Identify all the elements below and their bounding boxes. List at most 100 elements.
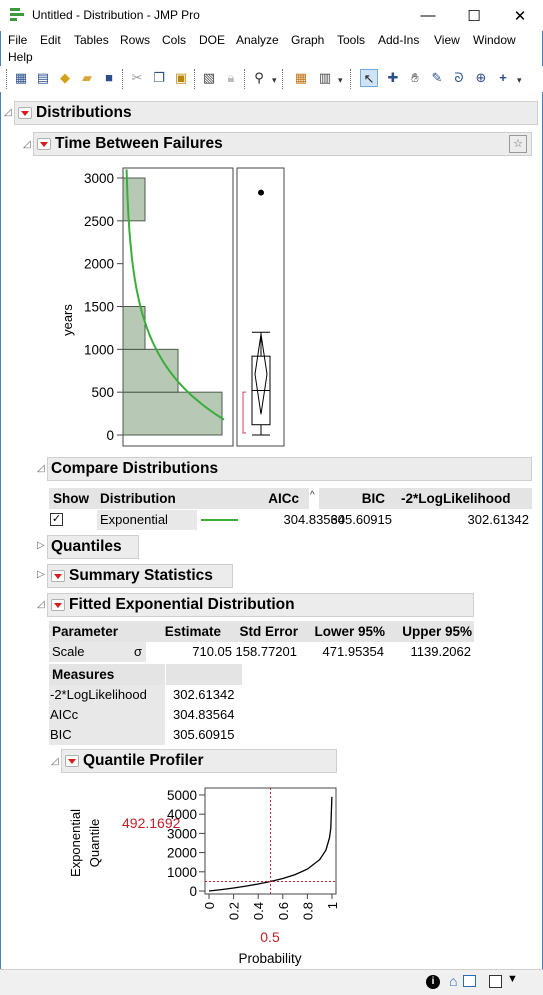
arrow-tool-icon[interactable]: ↖ bbox=[360, 69, 378, 87]
histogram-bar bbox=[122, 391, 223, 436]
disclosure-icon[interactable]: ◿ bbox=[37, 463, 45, 474]
col-header-show[interactable]: Show bbox=[49, 488, 97, 509]
paste-icon[interactable]: ▣ bbox=[174, 70, 188, 85]
profiler-ylabel-2: Quantile bbox=[87, 819, 102, 867]
brush-tool-icon[interactable]: ✎ bbox=[431, 70, 443, 85]
lasso-tool-icon[interactable]: ᘐ bbox=[454, 70, 464, 85]
summary-header[interactable]: Summary Statistics bbox=[47, 564, 233, 588]
toolbar-separator bbox=[244, 69, 246, 89]
sort-ascending-icon[interactable]: ^ bbox=[310, 490, 315, 501]
disclosure-icon[interactable]: ◿ bbox=[37, 599, 45, 610]
col-header-loglik[interactable]: -2*LogLikelihood bbox=[395, 488, 532, 509]
disclosure-icon[interactable]: ◿ bbox=[51, 756, 59, 767]
col-header-std-error[interactable]: Std Error bbox=[223, 621, 300, 642]
profiler-current-x[interactable]: 0.5 bbox=[260, 929, 280, 945]
save-icon[interactable]: ■ bbox=[105, 70, 113, 85]
profiler-current-y[interactable]: 492.1692 bbox=[122, 815, 181, 831]
data-table-icon[interactable]: ▦ bbox=[294, 70, 308, 85]
col-header-estimate[interactable]: Estimate bbox=[146, 621, 223, 642]
quantile-profiler-plot: Exponential Quantile 492.1692 5000 4000 30… bbox=[68, 787, 340, 966]
toolbar-separator bbox=[282, 69, 284, 89]
disclosure-icon[interactable]: ◿ bbox=[4, 107, 12, 118]
new-script-icon[interactable]: ▤ bbox=[36, 70, 50, 85]
profiler-x-tick-label: 0.8 bbox=[300, 902, 315, 920]
lock-icon[interactable]: 🔒︎ bbox=[227, 70, 235, 85]
menu-tools[interactable]: Tools bbox=[337, 33, 366, 47]
menu-view[interactable]: View bbox=[434, 33, 460, 47]
menu-tables[interactable]: Tables bbox=[74, 33, 109, 47]
pin-icon[interactable]: ☆ bbox=[509, 135, 527, 153]
col-header-upper95[interactable]: Upper 95% bbox=[387, 621, 474, 642]
col-header-parameter[interactable]: Parameter bbox=[49, 621, 146, 642]
window-list-icon[interactable] bbox=[463, 975, 476, 987]
menu-cols[interactable]: Cols bbox=[162, 33, 187, 47]
columns-icon[interactable]: ▥ bbox=[318, 70, 332, 85]
home-icon[interactable]: ⌂ bbox=[449, 973, 458, 989]
journal-icon[interactable]: ▧ bbox=[202, 70, 216, 85]
plus-tool-icon[interactable]: + bbox=[499, 70, 507, 85]
menu-add-ins[interactable]: Add-Ins bbox=[378, 33, 420, 47]
crosshair-tool-icon[interactable]: ✚ bbox=[387, 70, 399, 85]
profiler-x-tick-label: 0.6 bbox=[276, 902, 291, 920]
profiler-y-tick-label: 5000 bbox=[167, 788, 197, 803]
jmp-app-icon bbox=[10, 8, 26, 22]
open-icon[interactable]: ▰ bbox=[82, 70, 92, 85]
red-triangle-menu-icon[interactable] bbox=[51, 570, 65, 582]
cut-icon[interactable]: ✂ bbox=[131, 70, 143, 85]
menu-help[interactable]: Help bbox=[8, 50, 33, 64]
upper95-cell: 1139.2062 bbox=[410, 644, 472, 659]
disclosure-collapsed-icon[interactable]: ▷ bbox=[37, 569, 45, 580]
page-title: Distributions bbox=[36, 104, 132, 121]
disclosure-collapsed-icon[interactable]: ▷ bbox=[37, 540, 45, 551]
estimate-cell: 710.05 bbox=[192, 644, 232, 659]
chevron-down-icon[interactable]: ▾ bbox=[272, 75, 277, 85]
new-table-icon[interactable]: ▦ bbox=[14, 70, 28, 85]
bic-cell: 305.60915 bbox=[330, 512, 392, 527]
col-header-lower95[interactable]: Lower 95% bbox=[300, 621, 387, 642]
shortest-half-bracket bbox=[242, 391, 246, 434]
menu-graph[interactable]: Graph bbox=[291, 33, 325, 47]
search-icon[interactable]: ⚲ bbox=[254, 70, 264, 85]
menu-edit[interactable]: Edit bbox=[40, 33, 61, 47]
menu-analyze[interactable]: Analyze bbox=[236, 33, 279, 47]
chevron-down-icon[interactable]: ▼ bbox=[507, 973, 518, 985]
disclosure-icon[interactable]: ◿ bbox=[23, 139, 31, 150]
python-icon[interactable]: ◆ bbox=[60, 70, 70, 85]
close-button[interactable]: ✕ bbox=[513, 7, 527, 25]
copy-icon[interactable]: ❐ bbox=[153, 70, 165, 85]
window-title: Untitled - Distribution - JMP Pro bbox=[32, 8, 200, 22]
exponential-fit-curve bbox=[125, 169, 225, 421]
histogram-bar bbox=[122, 306, 146, 350]
menu-bar: File Edit Tables Rows Cols DOE Analyze G… bbox=[0, 31, 543, 67]
menu-file[interactable]: File bbox=[8, 33, 28, 47]
profiler-y-tick-label: 1000 bbox=[167, 865, 197, 880]
window-icon[interactable] bbox=[489, 975, 502, 988]
info-icon[interactable]: i bbox=[426, 975, 440, 989]
col-header-bic[interactable]: BIC bbox=[319, 488, 395, 509]
toolbar-grip[interactable] bbox=[6, 69, 8, 89]
profiler-x-tick-label: 0.4 bbox=[251, 902, 266, 920]
col-header-distribution[interactable]: Distribution bbox=[97, 488, 197, 509]
menu-rows[interactable]: Rows bbox=[120, 33, 151, 47]
red-triangle-menu-icon[interactable] bbox=[37, 138, 51, 150]
menu-doe[interactable]: DOE bbox=[199, 33, 226, 47]
menu-window[interactable]: Window bbox=[473, 33, 516, 47]
hand-tool-icon[interactable]: ✋︎ bbox=[411, 70, 419, 85]
show-checkbox[interactable]: ✓ bbox=[50, 513, 63, 526]
measure-label: BIC bbox=[49, 725, 165, 745]
quantiles-header[interactable]: Quantiles bbox=[47, 535, 139, 559]
maximize-button[interactable]: ☐ bbox=[467, 7, 481, 25]
red-triangle-menu-icon[interactable] bbox=[65, 755, 79, 767]
chevron-down-icon[interactable]: ▾ bbox=[517, 75, 522, 85]
chevron-down-icon[interactable]: ▾ bbox=[338, 75, 343, 85]
variable-header: Time Between Failures ☆ bbox=[33, 132, 532, 156]
minimize-button[interactable]: — bbox=[420, 7, 436, 24]
sigma-symbol: σ bbox=[133, 644, 142, 659]
zoom-tool-icon[interactable]: ⊕ bbox=[475, 70, 487, 85]
col-header-aicc[interactable]: AICc bbox=[241, 488, 309, 509]
status-bar: i ⌂ ▼ bbox=[0, 969, 543, 995]
red-triangle-menu-icon[interactable] bbox=[18, 107, 32, 119]
histogram-tick-label: 1500 bbox=[84, 300, 114, 315]
red-triangle-menu-icon[interactable] bbox=[51, 599, 65, 611]
measure-value: 304.83564 bbox=[173, 707, 235, 722]
